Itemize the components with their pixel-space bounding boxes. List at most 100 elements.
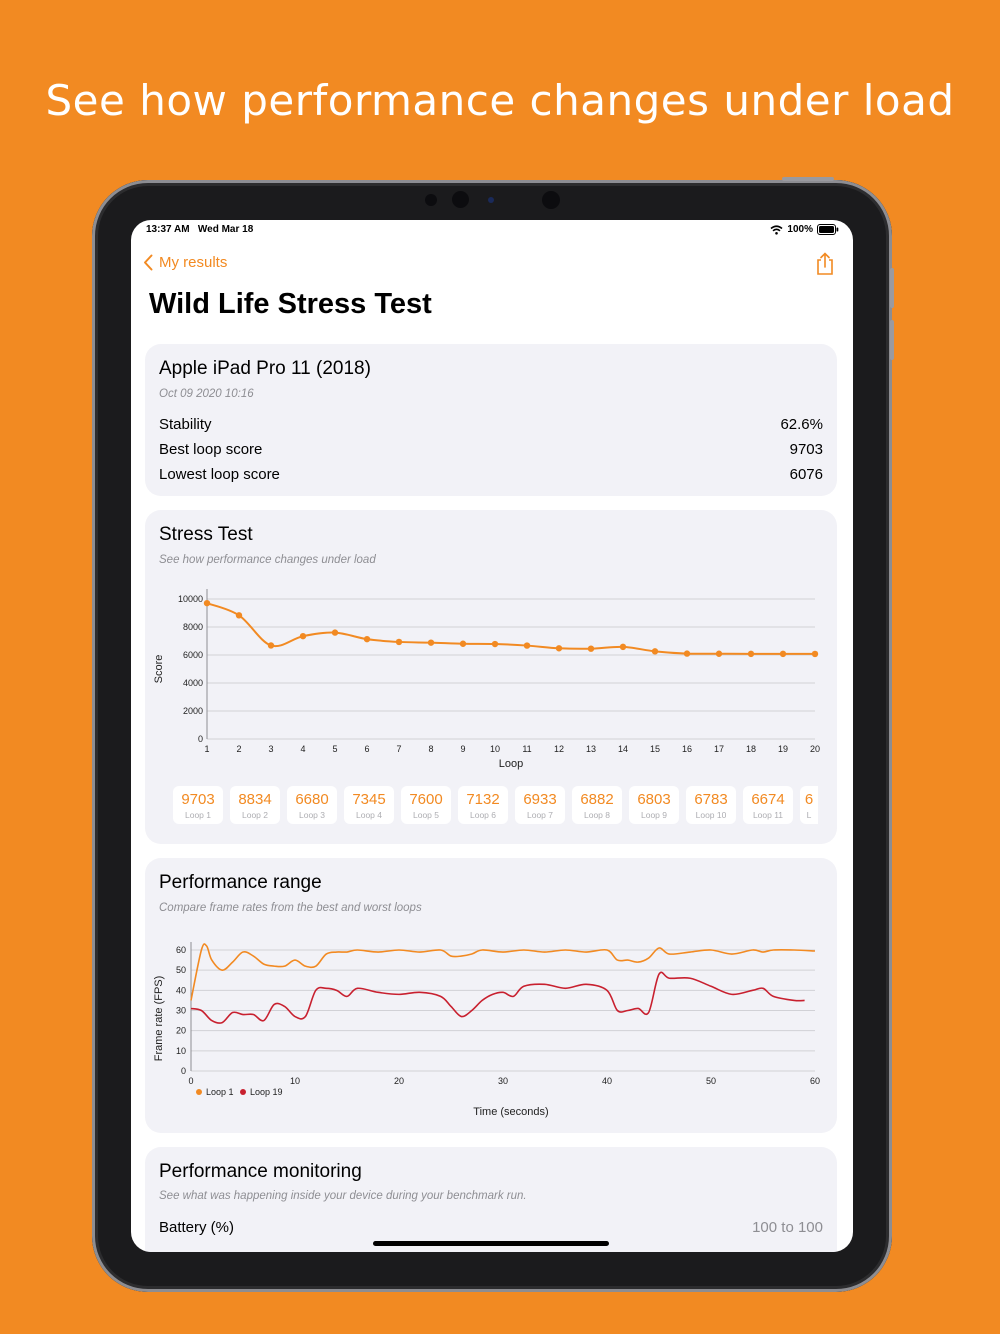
y-tick-label: 8000: [183, 622, 203, 632]
y-tick-label: 50: [176, 965, 186, 975]
loop-label: Loop 7: [527, 810, 553, 820]
y-tick-label: 10: [176, 1046, 186, 1056]
loop-score-chip[interactable]: 9703 Loop 1: [173, 786, 223, 824]
x-tick-label: 17: [714, 744, 724, 754]
x-tick-label: 10: [490, 744, 500, 754]
performance-monitoring-subtitle: See what was happening inside your devic…: [159, 1190, 527, 1202]
result-datetime: Oct 09 2020 10:16: [159, 388, 254, 400]
loop-score: 7345: [352, 791, 386, 808]
loop-score-chip[interactable]: 7600 Loop 5: [401, 786, 451, 824]
y-tick-label: 40: [176, 985, 186, 995]
status-time-text: 13:37 AM: [146, 224, 190, 235]
loop-label: Loop 4: [356, 810, 382, 820]
score-point: [331, 629, 339, 636]
battery-row: Battery (%) 100 to 100: [159, 1219, 823, 1236]
score-point: [427, 639, 435, 646]
loop-score: 6933: [523, 791, 557, 808]
loop-label: Loop 10: [695, 810, 727, 820]
fps-line-chart: 0 10 20 30 40 50 60 0 10 20 30 40 50 60 Time (seconds)…: [153, 942, 820, 1118]
score-point: [651, 648, 659, 655]
score-point: [523, 642, 531, 649]
loop-label: Loop 9: [641, 810, 667, 820]
score-point: [235, 612, 243, 619]
loop-label: L: [806, 810, 812, 820]
back-button[interactable]: My results: [143, 254, 227, 271]
camera-dot-icon: [488, 197, 494, 203]
battery-icon: [817, 224, 839, 235]
page-title: Wild Life Stress Test: [149, 288, 432, 320]
loop-score-chip[interactable]: 6803 Loop 9: [629, 786, 679, 824]
battery-percent: 100%: [787, 224, 813, 235]
loop-score-chip[interactable]: 8834 Loop 2: [230, 786, 280, 824]
loop-label: Loop 6: [470, 810, 496, 820]
loop-score: 6783: [694, 791, 728, 808]
loop-score-chip[interactable]: 7132 Loop 6: [458, 786, 508, 824]
y-tick-label: 4000: [183, 678, 203, 688]
score-series-line: [206, 602, 816, 655]
stress-test-subtitle: See how performance changes under load: [159, 554, 376, 566]
loop-score-chip[interactable]: 7345 Loop 4: [344, 786, 394, 824]
loop-score-chip[interactable]: 6680 Loop 3: [287, 786, 337, 824]
y-tick-label: 0: [181, 1066, 186, 1076]
stat-row-best: Best loop score 9703: [159, 441, 823, 458]
loop-label: Loop 11: [752, 810, 784, 820]
x-tick-label: 19: [778, 744, 788, 754]
score-point: [683, 650, 691, 657]
x-axis-label: Time (seconds): [473, 1106, 548, 1118]
y-tick-label: 10000: [178, 594, 203, 604]
share-icon[interactable]: [815, 252, 835, 276]
y-tick-label: 6000: [183, 650, 203, 660]
volume-up-button: [890, 268, 894, 308]
score-point: [203, 599, 211, 607]
x-tick-label: 3: [268, 744, 273, 754]
stress-test-card: Stress Test See how performance changes …: [145, 510, 837, 844]
loop-score-chip[interactable]: 6933 Loop 7: [515, 786, 565, 824]
score-point: [747, 650, 755, 658]
home-indicator[interactable]: [373, 1241, 609, 1246]
x-tick-label: 5: [332, 744, 337, 754]
headline: See how performance changes under load: [45, 76, 955, 125]
stat-row-stability: Stability 62.6%: [159, 416, 823, 433]
x-tick-label: 60: [810, 1076, 820, 1086]
x-tick-label: 18: [746, 744, 756, 754]
loop-label: Loop 5: [413, 810, 439, 820]
score-point: [459, 640, 467, 647]
stress-test-title: Stress Test: [159, 524, 253, 545]
fps-series-line: [190, 943, 816, 1001]
score-point: [715, 650, 723, 657]
loop-score-chip[interactable]: 6674 Loop 11: [743, 786, 793, 824]
y-tick-label: 20: [176, 1026, 186, 1036]
loop-score: 6680: [295, 791, 329, 808]
status-right: 100%: [770, 224, 839, 235]
performance-range-card: Performance range Compare frame rates fr…: [145, 858, 837, 1133]
x-tick-label: 11: [522, 744, 531, 754]
loop-score-chip[interactable]: 6783 Loop 10: [686, 786, 736, 824]
stat-label: Lowest loop score: [159, 466, 280, 483]
legend-label: Loop 19: [250, 1087, 283, 1097]
battery-label: Battery (%): [159, 1219, 235, 1236]
chevron-left-icon: [144, 254, 153, 271]
battery-range: 100 to 100: [752, 1219, 823, 1236]
loop-score: 7132: [466, 791, 500, 808]
front-camera-icon: [452, 191, 469, 208]
x-tick-label: 2: [236, 744, 241, 754]
legend-marker: [240, 1089, 246, 1095]
score-point: [491, 640, 499, 648]
wifi-icon: [770, 224, 783, 235]
camera-sensor-icon: [425, 194, 437, 206]
stat-label: Best loop score: [159, 441, 263, 458]
stat-value: 62.6%: [780, 416, 823, 433]
loop-score: 9703: [181, 791, 215, 808]
x-tick-label: 50: [706, 1076, 716, 1086]
sensor-icon: [542, 191, 560, 209]
status-date: Wed Mar 18: [197, 224, 254, 235]
score-point: [363, 635, 371, 643]
y-axis-label: Frame rate (FPS): [153, 976, 165, 1062]
performance-range-title: Performance range: [159, 872, 322, 893]
x-tick-label: 14: [618, 744, 628, 754]
loop-score-chip[interactable]: 6882 Loop 8: [572, 786, 622, 824]
loop-score: 6674: [751, 791, 785, 808]
loop-label: Loop 3: [299, 810, 325, 820]
y-tick-label: 30: [176, 1006, 186, 1016]
